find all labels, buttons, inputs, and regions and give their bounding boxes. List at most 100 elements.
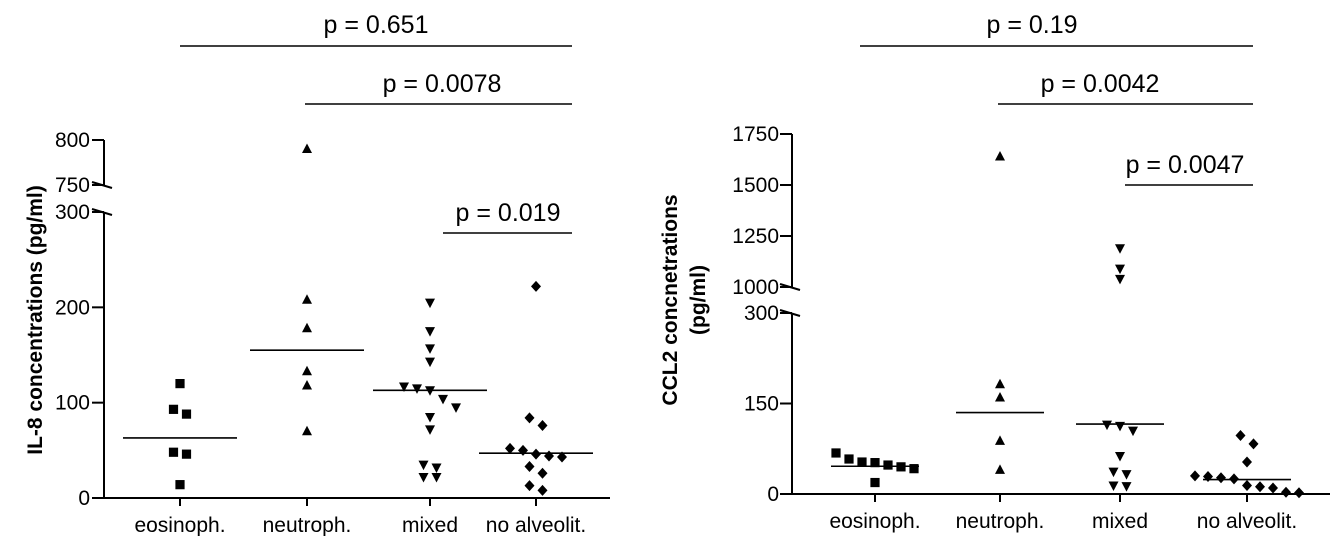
diamond-marker (1268, 482, 1278, 494)
triangle-down-marker (418, 473, 429, 483)
triangle-down-marker (431, 463, 442, 473)
square-marker (831, 448, 841, 458)
square-marker (844, 454, 854, 464)
triangle-down-marker (1108, 481, 1119, 492)
triangle-down-marker (425, 357, 435, 368)
y-tick-label: 1500 (732, 174, 779, 197)
square-marker (870, 477, 880, 488)
triangle-up-marker (995, 391, 1005, 402)
square-marker (883, 460, 893, 470)
x-category-label: neutroph. (956, 510, 1045, 533)
diamond-marker (1255, 481, 1265, 493)
diamond-marker (537, 484, 548, 496)
y-tick-label: 1250 (732, 225, 779, 248)
ccl2-panel: 0 150 300 1000 1250 1500 1750 eosinoph. neutroph… (659, 11, 1330, 533)
triangle-down-marker (1115, 451, 1125, 462)
square-marker (181, 449, 192, 459)
triangle-up-marker (995, 150, 1005, 161)
x-category-label: neutroph. (263, 514, 352, 536)
p-value-label: p = 0.0078 (383, 70, 502, 98)
series-neutroph (956, 150, 1044, 474)
square-marker (857, 457, 867, 467)
x-category-label: mixed (402, 514, 458, 536)
series-eosinoph (123, 379, 237, 490)
triangle-down-marker (1115, 244, 1125, 254)
square-marker (175, 379, 185, 389)
triangle-up-marker (995, 464, 1005, 474)
x-category-label: eosinoph. (134, 514, 225, 536)
triangle-down-marker (425, 344, 435, 354)
triangle-up-marker (302, 143, 312, 153)
axis-break-mark (91, 181, 113, 189)
axis-break-mark (91, 208, 113, 216)
triangle-down-marker (418, 460, 429, 471)
triangle-up-marker (995, 378, 1005, 389)
series-noalveolit (1190, 429, 1304, 499)
y-tick-label: 150 (744, 393, 779, 416)
p-value-label: p = 0.019 (456, 199, 561, 227)
triangle-up-marker (302, 380, 312, 390)
y-tick-label: 1750 (732, 123, 779, 146)
triangle-up-marker (995, 435, 1005, 445)
il8-panel: 0 100 200 300 750 800 eosinoph. neutroph. mixed n… (24, 11, 610, 536)
triangle-down-marker (431, 473, 442, 483)
diamond-marker (1294, 487, 1304, 499)
triangle-down-marker (1121, 470, 1132, 480)
diamond-marker (1242, 480, 1252, 492)
triangle-down-marker (412, 384, 422, 394)
triangle-down-marker (399, 382, 409, 392)
diamond-marker (524, 461, 535, 473)
axis-break-mark (779, 309, 801, 317)
triangle-down-marker (1102, 420, 1112, 431)
diamond-marker (531, 280, 541, 292)
diamond-marker (524, 480, 535, 492)
square-marker (175, 480, 185, 490)
square-marker (168, 447, 179, 457)
triangle-down-marker (1115, 274, 1125, 285)
triangle-down-marker (425, 327, 435, 337)
p-value-label: p = 0.19 (986, 11, 1077, 39)
p-value-label: p = 0.651 (324, 11, 429, 39)
p-value-label: p = 0.0042 (1041, 70, 1160, 98)
diamond-marker (531, 448, 541, 460)
diamond-marker (544, 450, 554, 462)
square-marker (168, 404, 179, 414)
triangle-down-marker (425, 425, 435, 435)
series-noalveolit (479, 280, 593, 496)
triangle-down-marker (425, 412, 435, 423)
diamond-marker (1216, 472, 1226, 484)
triangle-down-marker (438, 394, 448, 405)
triangle-up-marker (302, 425, 312, 436)
diamond-marker (1235, 429, 1246, 441)
series-mixed (1076, 244, 1164, 492)
triangle-up-marker (302, 365, 312, 376)
y-tick-label: 800 (55, 129, 90, 152)
diamond-marker (1248, 438, 1259, 450)
y-axis-title-line: (pg/ml) (687, 265, 710, 335)
triangle-down-marker (1115, 264, 1125, 275)
y-tick-label: 100 (55, 392, 90, 415)
y-tick-label: 1000 (732, 276, 779, 299)
triangle-down-marker (451, 403, 461, 413)
diamond-marker (1281, 486, 1291, 498)
triangle-down-marker (425, 298, 435, 309)
square-marker (870, 458, 880, 468)
series-neutroph (250, 143, 364, 436)
y-tick-label: 0 (78, 487, 90, 510)
diamond-marker (1190, 470, 1200, 482)
y-axis-title: IL-8 concentrations (pg/ml) (24, 185, 47, 455)
series-mixed (373, 298, 487, 483)
diamond-marker (537, 467, 548, 479)
series-eosinoph (831, 448, 919, 488)
triangle-up-marker (302, 294, 312, 304)
x-category-label: eosinoph. (829, 510, 920, 533)
triangle-down-marker (1108, 467, 1119, 478)
diamond-marker (505, 442, 515, 454)
diamond-marker (1203, 471, 1213, 483)
axis-break-mark (779, 283, 801, 291)
y-axis-title-line: CCL2 concnetrations (659, 194, 682, 405)
y-tick-label: 300 (55, 201, 90, 224)
y-tick-label: 300 (744, 302, 779, 325)
diamond-marker (1242, 456, 1252, 468)
